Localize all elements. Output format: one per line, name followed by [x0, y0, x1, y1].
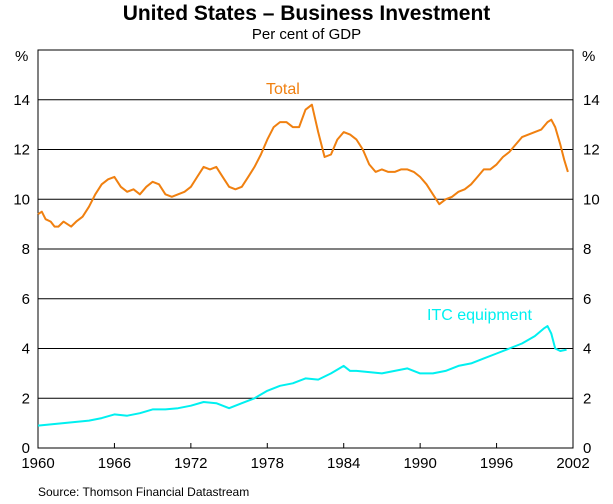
series-line-itc-equipment	[37, 325, 567, 427]
x-tick-label: 1960	[21, 455, 54, 472]
series-label-total: Total	[266, 81, 300, 98]
y-tick-label-right: 4	[583, 341, 591, 358]
y-tick-label-left: 4	[22, 341, 30, 358]
x-tick-label: 2002	[556, 455, 589, 472]
series-label-itc-equipment: ITC equipment	[427, 307, 532, 324]
y-tick-label-right: 10	[583, 191, 600, 208]
y-axis-label-right: %	[582, 48, 595, 65]
y-axis-label-left: %	[15, 48, 28, 65]
x-tick-label: 1990	[403, 455, 436, 472]
y-tick-label-left: 12	[13, 142, 30, 159]
plot-frame	[37, 49, 574, 449]
y-tick-label-left: 2	[22, 390, 30, 407]
y-tick-label-right: 8	[583, 241, 591, 258]
x-tick-label: 1978	[251, 455, 284, 472]
y-tick-label-left: 8	[22, 241, 30, 258]
chart-subtitle: Per cent of GDP	[251, 26, 362, 43]
y-tick-label-left: 10	[13, 191, 30, 208]
y-tick-label-right: 12	[583, 142, 600, 159]
source-note: Source: Thomson Financial Datastream	[38, 485, 250, 499]
y-tick-label-right: 0	[583, 440, 591, 457]
x-tick-label: 1984	[327, 455, 360, 472]
x-tick-label: 1996	[480, 455, 513, 472]
chart-title: United States – Business Investment	[122, 2, 491, 25]
y-tick-label-left: 14	[13, 92, 30, 109]
series-line-total	[37, 103, 569, 228]
x-tick-label: 1972	[174, 455, 207, 472]
y-tick-label-right: 6	[583, 291, 591, 308]
y-tick-label-left: 6	[22, 291, 30, 308]
y-tick-label-right: 2	[583, 390, 591, 407]
x-tick-label: 1966	[98, 455, 131, 472]
y-tick-label-right: 14	[583, 92, 600, 109]
y-tick-label-left: 0	[22, 440, 30, 457]
